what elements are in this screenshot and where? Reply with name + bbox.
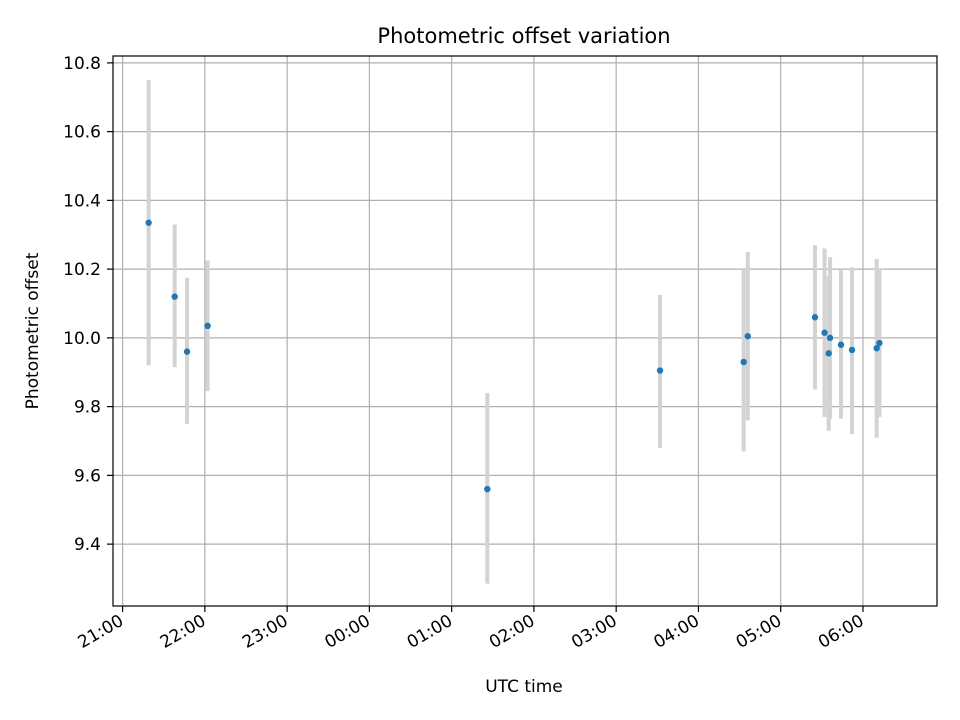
data-point [171, 293, 178, 300]
y-axis: 9.4 9.6 9.8 10.0 10.2 10.4 10.6 10.8 [63, 54, 113, 555]
y-tick-label: 10.2 [63, 260, 101, 280]
data-point [145, 219, 152, 226]
data-point [826, 334, 834, 342]
y-tick-label: 9.4 [74, 535, 101, 555]
y-tick-label: 9.6 [74, 466, 101, 486]
data-point [837, 341, 845, 348]
data-point [204, 322, 211, 330]
data-point [740, 358, 747, 366]
data-point [183, 348, 191, 355]
marker-layer [145, 219, 883, 493]
plot-frame [112, 55, 938, 607]
grid-layer [113, 56, 937, 606]
data-point [825, 350, 832, 357]
data-point [873, 344, 880, 352]
y-tick-label: 9.8 [74, 398, 101, 418]
data-point [484, 485, 491, 493]
y-axis-label: Photometric offset [23, 252, 43, 409]
x-axis-label: UTC time [485, 677, 563, 697]
data-point [876, 339, 883, 347]
data-point [656, 367, 664, 374]
y-tick-label: 10.8 [63, 54, 101, 74]
data-point [848, 346, 856, 354]
chart-title: Photometric offset variation [377, 24, 670, 48]
data-point [744, 332, 751, 340]
y-tick-label: 10.6 [63, 123, 101, 143]
data-point [811, 314, 819, 321]
y-tick-label: 10.0 [63, 329, 101, 349]
data-point [821, 329, 828, 336]
y-tick-label: 10.4 [63, 191, 101, 211]
